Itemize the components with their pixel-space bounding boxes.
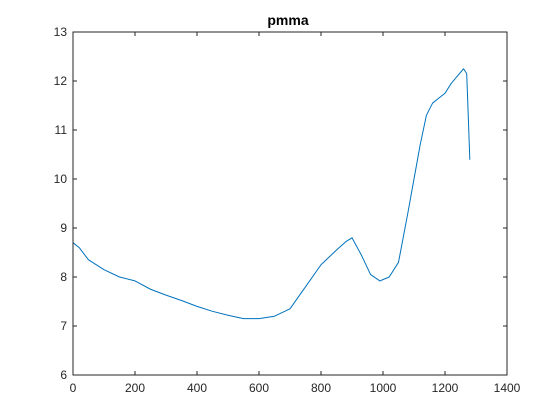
x-tick-label: 0 [70,381,77,395]
y-tick-label: 10 [54,172,68,186]
x-tick-label: 800 [311,381,331,395]
x-tick-label: 1400 [494,381,521,395]
x-tick-label: 600 [249,381,269,395]
y-tick-label: 7 [60,319,67,333]
y-tick-label: 9 [60,221,67,235]
axes: 0 200 400 600 800 1000 1200 1400 6 7 8 9 10 11 12 13 [54,25,521,395]
y-tick-label: 11 [55,123,68,137]
x-tick-label: 1200 [432,381,459,395]
y-tick-label: 12 [54,74,68,88]
y-tick-label: 8 [60,270,67,284]
plot-area [72,32,507,375]
series-line-0 [72,68,471,320]
x-tick-label: 400 [187,381,207,395]
y-tick-label: 13 [54,25,68,39]
x-tick-label: 200 [125,381,145,395]
plot-background [73,32,507,375]
chart-title: pmma [267,12,308,28]
y-tick-label: 6 [60,368,67,382]
axes-box [72,31,508,376]
x-tick-label: 1000 [370,381,397,395]
